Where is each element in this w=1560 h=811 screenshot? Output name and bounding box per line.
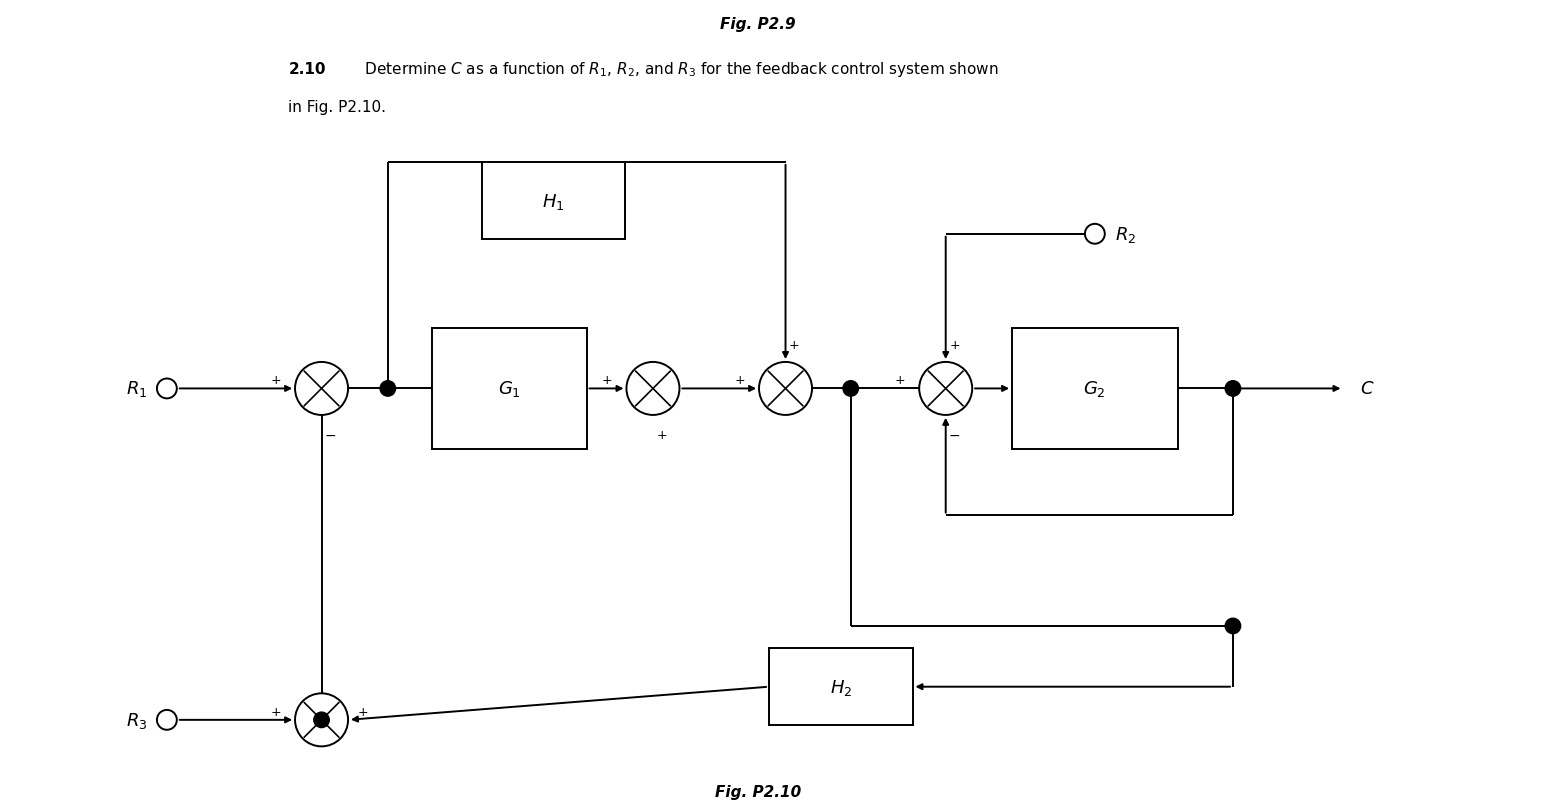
Text: $C$: $C$ xyxy=(1360,380,1374,398)
Text: Fig. P2.10: Fig. P2.10 xyxy=(714,784,800,799)
Circle shape xyxy=(842,381,858,397)
Circle shape xyxy=(1225,381,1240,397)
Text: $H_2$: $H_2$ xyxy=(830,677,852,697)
Text: +: + xyxy=(657,428,668,441)
Circle shape xyxy=(314,712,329,727)
Bar xyxy=(432,328,587,449)
Text: +: + xyxy=(735,374,744,387)
Text: +: + xyxy=(357,705,368,718)
Text: +: + xyxy=(948,339,959,352)
Text: $G_1$: $G_1$ xyxy=(498,379,521,399)
Text: +: + xyxy=(789,339,800,352)
Text: −: − xyxy=(324,428,337,442)
Text: Determine $C$ as a function of $R_1$, $R_2$, and $R_3$ for the feedback control : Determine $C$ as a function of $R_1$, $R… xyxy=(354,59,998,79)
Circle shape xyxy=(381,381,396,397)
Bar xyxy=(769,648,913,726)
Text: Fig. P2.9: Fig. P2.9 xyxy=(721,17,796,32)
Circle shape xyxy=(1225,619,1240,634)
Text: in Fig. P2.10.: in Fig. P2.10. xyxy=(289,100,387,115)
Text: +: + xyxy=(270,374,281,387)
Text: $R_2$: $R_2$ xyxy=(1115,225,1136,244)
Text: +: + xyxy=(894,374,905,387)
Text: $R_1$: $R_1$ xyxy=(126,379,147,399)
Bar xyxy=(1012,328,1178,449)
Text: 2.10: 2.10 xyxy=(289,62,326,76)
Text: +: + xyxy=(270,705,281,718)
Text: $H_1$: $H_1$ xyxy=(543,191,565,212)
Text: +: + xyxy=(602,374,613,387)
Text: $G_2$: $G_2$ xyxy=(1084,379,1106,399)
Text: $R_3$: $R_3$ xyxy=(125,710,147,730)
Bar xyxy=(482,163,626,240)
Text: −: − xyxy=(948,428,961,442)
